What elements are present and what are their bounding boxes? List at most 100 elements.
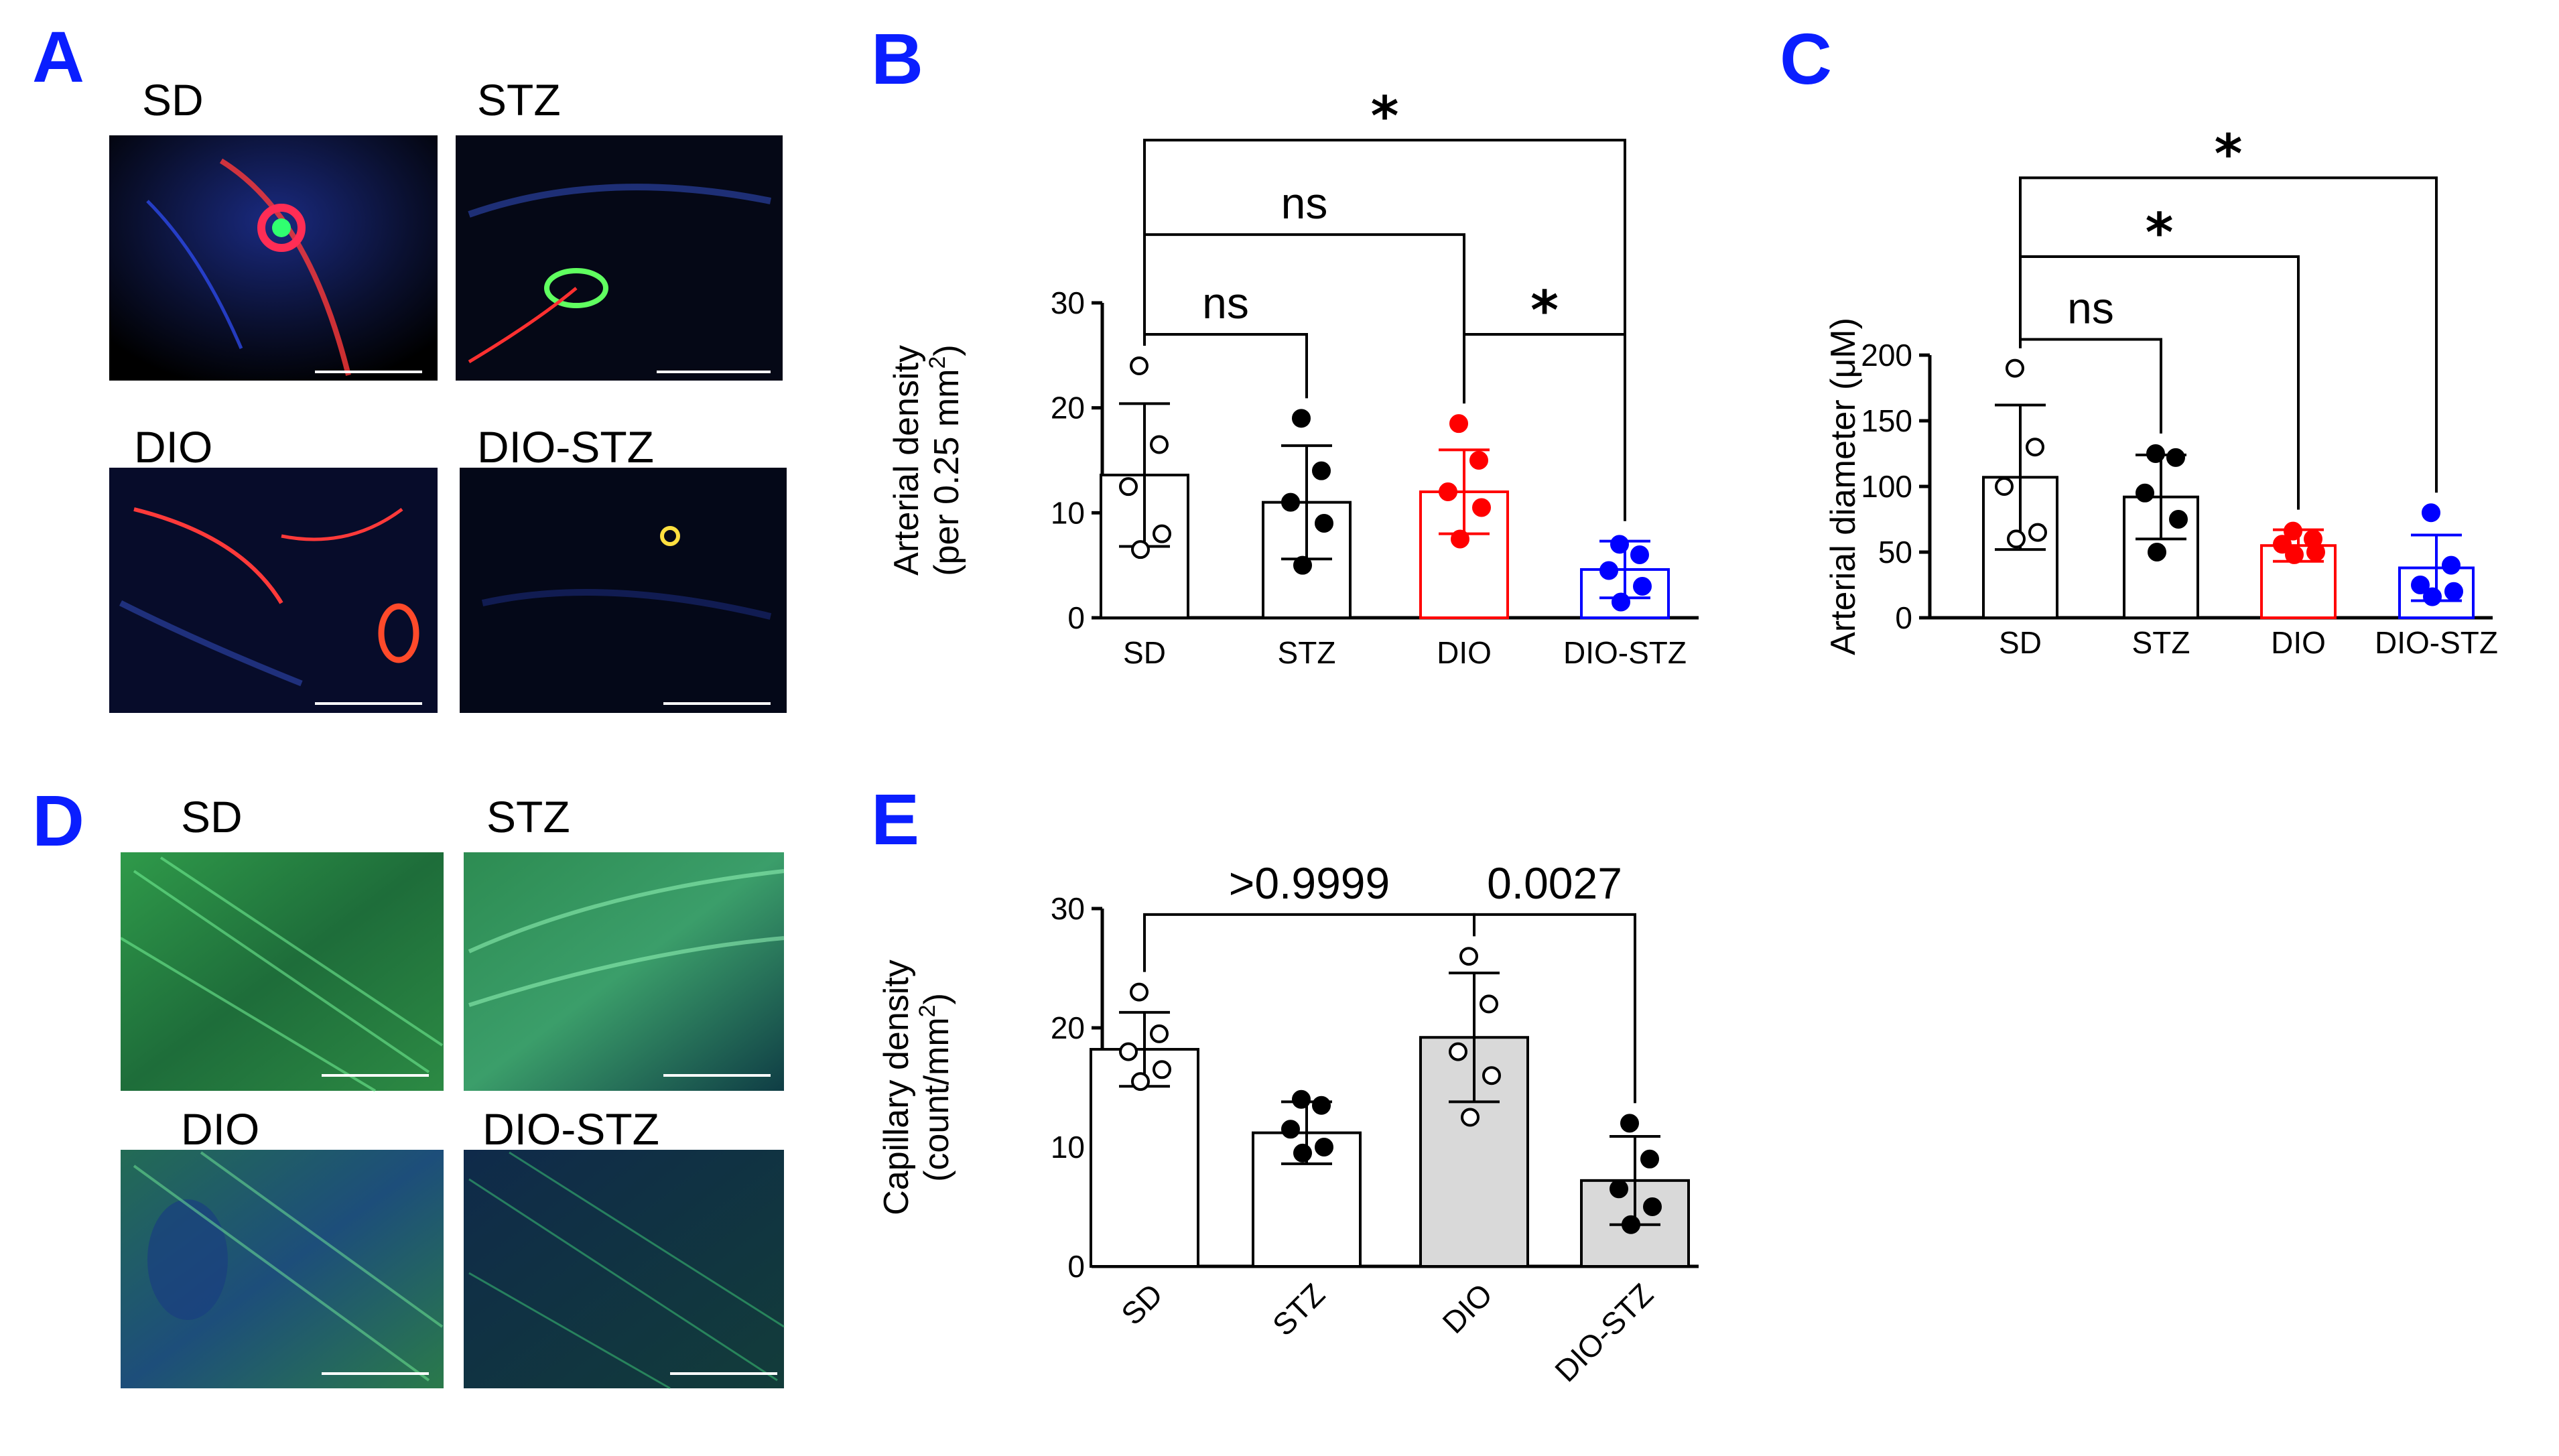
data-point-b (1130, 356, 1149, 375)
data-point-b (1292, 409, 1311, 428)
data-point-e (1640, 1149, 1659, 1169)
y-tick-label-b: 20 (1051, 391, 1085, 425)
data-point-c (2169, 510, 2188, 529)
x-tick-label-e: STZ (1266, 1276, 1331, 1342)
y-tick-label-e: 30 (1051, 891, 1085, 926)
data-point-e (1482, 1066, 1501, 1085)
y-tick-label-e: 0 (1067, 1249, 1085, 1284)
chart-b-arterial-density: 0 10 20 30 Arterial density(per 0.25 mm2) SD S… (887, 85, 1699, 670)
panel-d-image-label-sd: SD (181, 792, 243, 842)
y-tick-label-b: 0 (1067, 600, 1085, 635)
data-point-b (1451, 529, 1469, 549)
data-point-e (1281, 1120, 1300, 1139)
data-point-e (1119, 1042, 1138, 1061)
panel-a-image-label-sd: SD (142, 75, 204, 125)
data-point-e (1293, 1143, 1312, 1163)
x-tick-label-b: SD (1123, 635, 1166, 670)
micrograph-a-dio (109, 468, 438, 713)
bar-b-dio (1419, 490, 1509, 619)
data-point-e (1620, 1114, 1639, 1133)
x-tick-label-c: DIO (2271, 625, 2326, 660)
data-point-e (1292, 1089, 1311, 1109)
data-point-b (1315, 514, 1333, 533)
comparison-bracket-c (2019, 176, 2438, 493)
data-point-e (1131, 1072, 1150, 1091)
data-point-c (2273, 535, 2292, 554)
y-tick-label-e: 10 (1051, 1130, 1085, 1165)
panel-d-image-label-dio: DIO (181, 1104, 259, 1154)
significance-label-c: * (2215, 123, 2243, 185)
x-tick-label-e: DIO-STZ (1548, 1276, 1660, 1388)
y-tick-label-c: 0 (1895, 600, 1912, 635)
x-tick-label-b: STZ (1278, 635, 1336, 670)
x-tick-label-c: DIO-STZ (2375, 625, 2498, 660)
comparison-bracket-e (1143, 913, 1475, 972)
data-point-e (1610, 1179, 1628, 1199)
data-point-c (2136, 483, 2154, 503)
micrograph-d-sd (119, 852, 444, 1092)
x-tick-label-b: DIO-STZ (1563, 635, 1687, 670)
data-point-b (1119, 477, 1138, 497)
panel-label-e: E (871, 779, 919, 860)
significance-label-b: * (1530, 279, 1559, 342)
panel-a-image-label-dio: DIO (134, 422, 212, 472)
x-tick-label-e: SD (1114, 1276, 1169, 1331)
data-point-c (2422, 503, 2440, 523)
data-point-b (1150, 435, 1169, 454)
data-point-b (1610, 535, 1629, 554)
data-point-c (2444, 582, 2463, 601)
data-point-b (1630, 545, 1649, 564)
comparison-bracket-c (2019, 255, 2300, 510)
data-point-b (1599, 561, 1618, 580)
data-point-c (2285, 545, 2304, 564)
y-tick-label-b: 30 (1051, 285, 1085, 320)
y-tick-label-e: 20 (1051, 1010, 1085, 1045)
y-tick-label-b: 10 (1051, 495, 1085, 530)
data-point-e (1480, 994, 1498, 1014)
data-point-b (1472, 498, 1491, 517)
panel-label-a: A (32, 16, 84, 97)
x-tick-label-e: DIO (1435, 1276, 1499, 1340)
data-point-b (1469, 451, 1488, 470)
micrograph-d-dio-stz (464, 1150, 785, 1390)
data-point-c (2442, 555, 2460, 575)
micrograph-a-stz (456, 135, 783, 381)
y-axis-label-e: Capillary density(count/mm2) (877, 959, 956, 1215)
data-point-c (2166, 448, 2185, 467)
data-point-b (1633, 577, 1652, 596)
data-point-e (1643, 1197, 1662, 1216)
panel-label-b: B (871, 18, 923, 99)
data-point-c (2284, 521, 2302, 541)
data-point-c (2028, 523, 2047, 542)
data-point-c (2148, 543, 2166, 561)
significance-label-c: * (2146, 202, 2174, 264)
significance-label-c: ns (2067, 283, 2114, 332)
significance-label-b: ns (1202, 278, 1249, 328)
data-point-c (1995, 477, 2014, 496)
data-point-b (1612, 592, 1630, 612)
significance-label-e: 0.0027 (1487, 858, 1622, 908)
x-tick-label-c: SD (1999, 625, 2042, 660)
comparison-bracket-b (1143, 233, 1465, 404)
data-point-e (1150, 1024, 1169, 1043)
panel-a-image-label-dio-stz: DIO-STZ (477, 422, 654, 472)
data-point-c (2007, 529, 2026, 549)
data-point-e (1312, 1096, 1331, 1115)
data-point-b (1312, 461, 1331, 480)
comparison-bracket-c (2019, 338, 2162, 434)
y-tick-label-c: 100 (1861, 469, 1912, 504)
data-point-b (1293, 555, 1312, 575)
significance-label-b: * (1371, 85, 1399, 147)
data-point-c (2423, 587, 2442, 606)
data-point-e (1130, 982, 1149, 1002)
data-point-e (1315, 1138, 1333, 1156)
data-point-e (1461, 1108, 1480, 1127)
chart-e-capillary-density: 0 10 20 30 Capillary density(count/mm2) SD STZ… (877, 858, 1699, 1388)
data-point-b (1449, 414, 1468, 434)
panel-d-image-label-stz: STZ (486, 792, 570, 842)
data-point-e (1449, 1042, 1467, 1061)
comparison-bracket-b (1143, 333, 1308, 399)
panel-label-c: C (1780, 18, 1832, 99)
data-point-b (1439, 482, 1457, 501)
